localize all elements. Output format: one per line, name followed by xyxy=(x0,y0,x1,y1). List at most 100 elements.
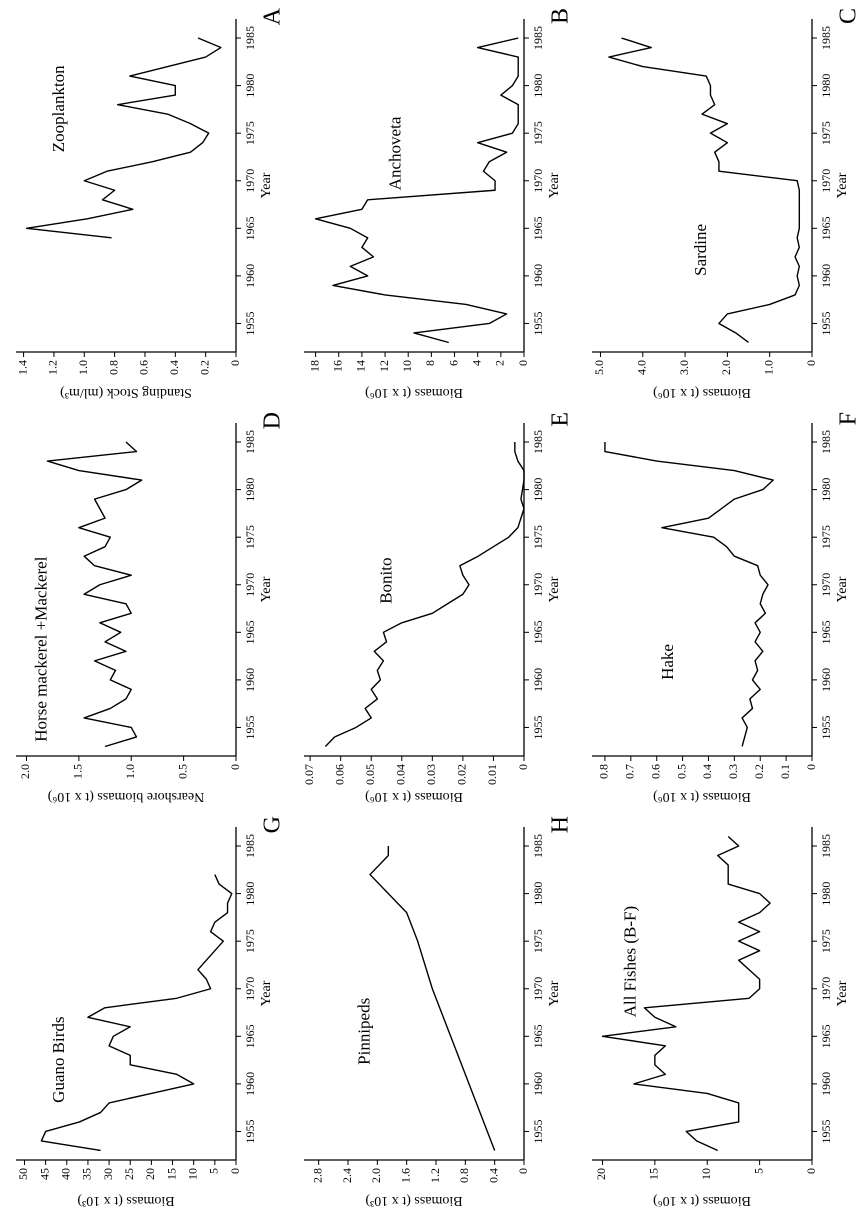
x-tick-label: 1965 xyxy=(819,1024,833,1048)
x-tick-label: 1985 xyxy=(531,26,545,50)
x-tick-label: 1965 xyxy=(531,620,545,644)
panel: 0 0.5 1.0 1.5 2.0 1955 1960 1965 1970 1975 1980 198… xyxy=(16,412,286,804)
data-line xyxy=(314,37,519,344)
y-axis-label: Standing Stock (ml/m³) xyxy=(60,385,192,400)
y-tick-label: 5 xyxy=(751,1168,765,1174)
y-tick-label: 0.6 xyxy=(137,360,151,375)
data-line xyxy=(604,442,774,747)
panel-label: E xyxy=(548,412,574,427)
annotation: Sardine xyxy=(691,224,710,276)
x-tick-label: 1970 xyxy=(243,573,257,597)
panel: 0 5 10 15 20 25 30 35 40 45 50 1955 1960 1965 1970 1975… xyxy=(16,816,286,1208)
x-tick-label: 1955 xyxy=(819,1119,833,1143)
x-tick-label: 1975 xyxy=(243,929,257,953)
y-tick-label: 0.02 xyxy=(455,764,469,785)
x-tick-label: 1965 xyxy=(531,216,545,240)
y-tick-label: 12 xyxy=(377,360,391,372)
y-tick-label: 0.8 xyxy=(106,360,120,375)
y-tick-label: 8 xyxy=(423,360,437,366)
y-tick-label: 0 xyxy=(516,360,530,366)
annotation: Hake xyxy=(658,644,677,680)
y-tick-label: 0.05 xyxy=(363,764,377,785)
y-tick-label: 0 xyxy=(516,764,530,770)
x-axis-label: Year xyxy=(259,576,274,602)
y-tick-label: 2.4 xyxy=(340,1168,354,1183)
panel-label: D xyxy=(260,412,286,429)
panel: 0 0.2 0.4 0.6 0.8 1.0 1.2 1.4 1955 1960 1965 1970 19… xyxy=(15,7,285,399)
x-tick-label: 1960 xyxy=(819,264,833,288)
y-tick-label: 10 xyxy=(400,360,414,372)
y-tick-label: 0.04 xyxy=(394,764,408,785)
y-tick-label: 2.0 xyxy=(18,764,32,779)
y-tick-label: 14 xyxy=(354,360,368,372)
y-tick-label: 30 xyxy=(101,1168,115,1180)
y-tick-label: 20 xyxy=(594,1168,608,1180)
x-tick-label: 1960 xyxy=(243,1072,257,1096)
x-axis-label: Year xyxy=(547,576,562,602)
x-tick-label: 1975 xyxy=(531,525,545,549)
y-tick-label: 0.03 xyxy=(424,764,438,785)
y-tick-label: 18 xyxy=(307,360,321,372)
y-axis-label: Biomass (t x 10⁶) xyxy=(653,789,751,804)
y-tick-label: 20 xyxy=(143,1168,157,1180)
y-tick-label: 45 xyxy=(37,1168,51,1180)
x-tick-label: 1970 xyxy=(243,169,257,193)
x-tick-label: 1980 xyxy=(243,478,257,502)
x-tick-label: 1955 xyxy=(531,1119,545,1143)
y-axis-label: Biomass (t x 10⁶) xyxy=(365,385,463,400)
x-axis-label: Year xyxy=(259,172,274,198)
x-tick-label: 1985 xyxy=(819,834,833,858)
panel-label: C xyxy=(836,8,862,24)
x-tick-label: 1960 xyxy=(531,1072,545,1096)
y-tick-label: 16 xyxy=(330,360,344,372)
y-tick-label: 15 xyxy=(647,1168,661,1180)
x-axis-label: Year xyxy=(547,172,562,198)
x-tick-label: 1960 xyxy=(819,1072,833,1096)
x-tick-label: 1975 xyxy=(243,121,257,145)
annotation: Anchoveta xyxy=(385,116,404,190)
y-tick-label: 0.5 xyxy=(175,764,189,779)
x-axis-label: Year xyxy=(835,576,850,602)
annotation: Pinnipeds xyxy=(355,998,374,1065)
y-tick-label: 0.6 xyxy=(648,764,662,779)
y-tick-label: 0 xyxy=(228,1168,242,1174)
x-tick-label: 1965 xyxy=(819,620,833,644)
x-tick-label: 1965 xyxy=(243,1024,257,1048)
panel: 0 0.01 0.02 0.03 0.04 0.05 0.06 0.07 1955 1960 196… xyxy=(302,412,574,804)
y-tick-label: 0.01 xyxy=(485,764,499,785)
x-tick-label: 1960 xyxy=(531,668,545,692)
data-line xyxy=(40,874,233,1152)
x-tick-label: 1975 xyxy=(819,929,833,953)
data-line xyxy=(608,37,801,344)
panel-label: F xyxy=(836,412,862,425)
y-tick-label: 10 xyxy=(185,1168,199,1180)
x-tick-label: 1955 xyxy=(819,311,833,335)
x-tick-label: 1980 xyxy=(243,882,257,906)
y-tick-label: 3.0 xyxy=(677,360,691,375)
y-tick-label: 2.8 xyxy=(310,1168,324,1183)
y-tick-label: 0 xyxy=(804,764,818,770)
panel-label: A xyxy=(260,7,286,25)
y-tick-label: 4.0 xyxy=(635,360,649,375)
x-tick-label: 1960 xyxy=(531,264,545,288)
x-tick-label: 1970 xyxy=(819,169,833,193)
y-axis-label: Biomass (t x 10⁶) xyxy=(653,1193,751,1208)
annotation: All Fishes (B-F) xyxy=(621,906,640,1017)
x-tick-label: 1975 xyxy=(243,525,257,549)
annotation: Bonito xyxy=(377,557,396,603)
x-tick-label: 1970 xyxy=(819,977,833,1001)
panel: 0 0.1 0.2 0.3 0.4 0.5 0.6 0.7 0.8 1955 1960 1965 197… xyxy=(592,412,862,804)
x-tick-label: 1965 xyxy=(531,1024,545,1048)
y-tick-label: 0.3 xyxy=(726,764,740,779)
panel: 0 2 4 6 8 10 12 14 16 18 1955 1960 1965 1970 1975 1980 1… xyxy=(304,8,574,400)
x-tick-label: 1955 xyxy=(243,715,257,739)
x-tick-label: 1955 xyxy=(819,715,833,739)
x-tick-label: 1975 xyxy=(819,121,833,145)
x-axis-label: Year xyxy=(835,172,850,198)
y-tick-label: 0 xyxy=(804,1168,818,1174)
x-tick-label: 1960 xyxy=(819,668,833,692)
y-tick-label: 2.0 xyxy=(719,360,733,375)
x-tick-label: 1970 xyxy=(531,977,545,1001)
